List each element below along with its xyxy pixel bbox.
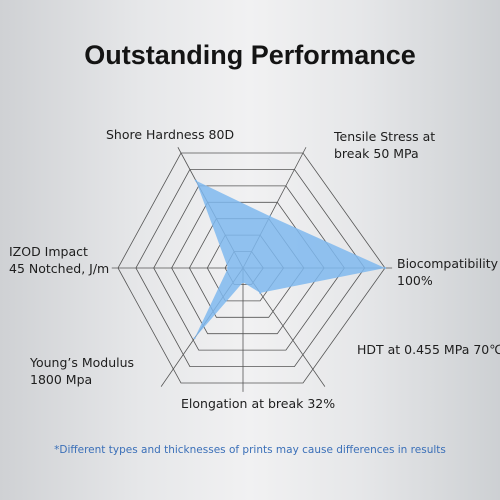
- data-point-4: [242, 281, 244, 284]
- data-point-5: [193, 337, 196, 340]
- axis-label-biocompatibility: Biocompatibility 100%: [397, 256, 499, 288]
- chart-title: Outstanding Performance: [84, 40, 416, 70]
- axis-label-shore-hardness: Shore Hardness 80D: [106, 127, 235, 142]
- data-area: [194, 180, 385, 339]
- data-point-2: [384, 267, 386, 269]
- data-point-1: [269, 215, 271, 218]
- data-point-3: [259, 291, 262, 294]
- data-point-0: [194, 179, 197, 182]
- data-point-6: [227, 267, 229, 269]
- footnote: *Different types and thicknesses of prin…: [54, 444, 446, 456]
- axis-label-tensile-stress: Tensile Stress at break 50 MPa: [334, 129, 436, 161]
- axis-label-youngs-modulus: Young’s Modulus 1800 Mpa: [30, 355, 135, 387]
- axis-label-elongation: Elongation at break 32%: [181, 396, 336, 411]
- radar-data-layer: [193, 179, 386, 340]
- axis-label-izod-impact: IZOD Impact 45 Notched, J/m: [9, 244, 110, 276]
- axis-label-hdt: HDT at 0.455 MPa 70℃: [357, 342, 500, 357]
